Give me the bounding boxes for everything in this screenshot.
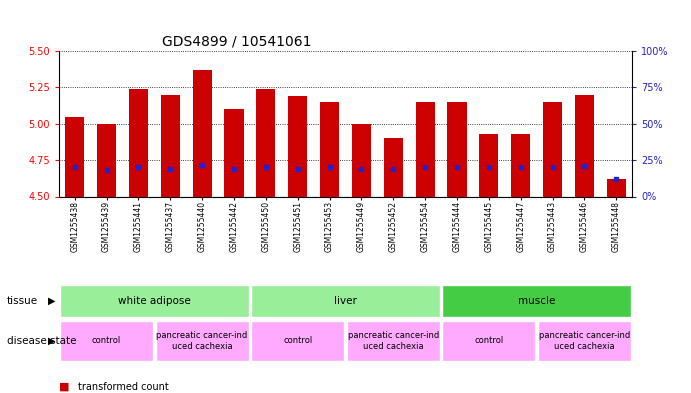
Text: GDS4899 / 10541061: GDS4899 / 10541061 — [162, 35, 312, 48]
Bar — [97, 124, 116, 196]
Text: pancreatic cancer-ind
uced cachexia: pancreatic cancer-ind uced cachexia — [348, 331, 439, 351]
Text: pancreatic cancer-ind
uced cachexia: pancreatic cancer-ind uced cachexia — [156, 331, 248, 351]
Text: ▶: ▶ — [48, 336, 56, 346]
Bar — [538, 321, 631, 361]
Bar — [543, 102, 562, 196]
Text: ■: ■ — [59, 382, 69, 392]
Bar — [225, 109, 243, 196]
Bar — [256, 89, 276, 196]
Bar — [415, 102, 435, 196]
Bar — [575, 95, 594, 196]
Text: ▶: ▶ — [48, 296, 56, 306]
Bar — [65, 116, 84, 196]
Bar — [60, 285, 249, 316]
Text: liver: liver — [334, 296, 357, 306]
Bar — [607, 179, 626, 196]
Bar — [442, 321, 536, 361]
Text: white adipose: white adipose — [118, 296, 191, 306]
Bar — [252, 285, 439, 316]
Bar — [193, 70, 211, 196]
Text: transformed count: transformed count — [78, 382, 169, 392]
Text: pancreatic cancer-ind
uced cachexia: pancreatic cancer-ind uced cachexia — [539, 331, 630, 351]
Bar — [155, 321, 249, 361]
Bar — [384, 138, 403, 196]
Text: muscle: muscle — [518, 296, 556, 306]
Text: disease state: disease state — [7, 336, 77, 346]
Bar — [288, 96, 307, 196]
Bar — [480, 134, 498, 196]
Bar — [352, 124, 371, 196]
Bar — [129, 89, 148, 196]
Bar — [320, 102, 339, 196]
Bar — [448, 102, 466, 196]
Text: control: control — [283, 336, 312, 345]
Bar — [511, 134, 530, 196]
Text: control: control — [474, 336, 504, 345]
Text: tissue: tissue — [7, 296, 38, 306]
Bar — [60, 321, 153, 361]
Bar — [347, 321, 439, 361]
Bar — [252, 321, 344, 361]
Text: control: control — [92, 336, 121, 345]
Bar — [161, 95, 180, 196]
Bar — [442, 285, 631, 316]
